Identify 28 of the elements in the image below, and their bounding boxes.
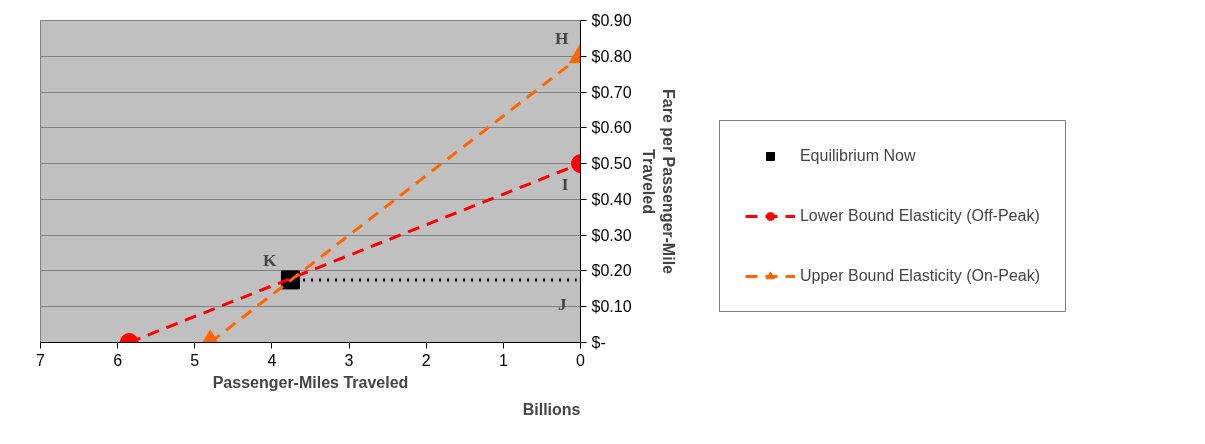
y-tick-label: $0.20 [591,262,632,280]
y-tick-label: $- [591,334,606,351]
x-tick-label: 5 [190,351,200,369]
y-tick-label: $0.30 [591,226,632,244]
y-tick-label: $0.40 [591,190,632,208]
y-tick-label: $0.10 [591,298,632,316]
x-tick-label: 7 [36,351,46,369]
x-tick-label: 4 [267,351,277,369]
x-tick-label: 3 [344,351,354,369]
annotation: K [262,250,277,270]
y-tick-label: $0.90 [591,12,632,29]
legend-label: Upper Bound Elasticity (On-Peak) [799,267,1041,285]
x-tick-label: 0 [576,351,586,369]
annotation: H [555,29,570,49]
annotation: I [561,174,569,194]
y-tick-label: $0.70 [591,83,632,101]
x-tick-label: 6 [113,351,123,369]
x-tick-label: 1 [498,351,508,369]
legend-label: Equilibrium Now [799,147,916,165]
y-tick-label: $0.50 [591,155,632,173]
y-axis-title: Fare per Passenger-Mile Traveled [639,89,677,275]
y-tick-label: $0.80 [591,47,632,65]
x-tick-label: 2 [421,351,431,369]
text: Billions [522,400,581,418]
y-tick-label: $0.60 [591,119,632,137]
x-axis-title: Passenger-Miles Traveled [212,373,409,391]
annotation: J [557,294,567,314]
legend-label: Lower Bound Elasticity (Off-Peak) [799,207,1040,225]
